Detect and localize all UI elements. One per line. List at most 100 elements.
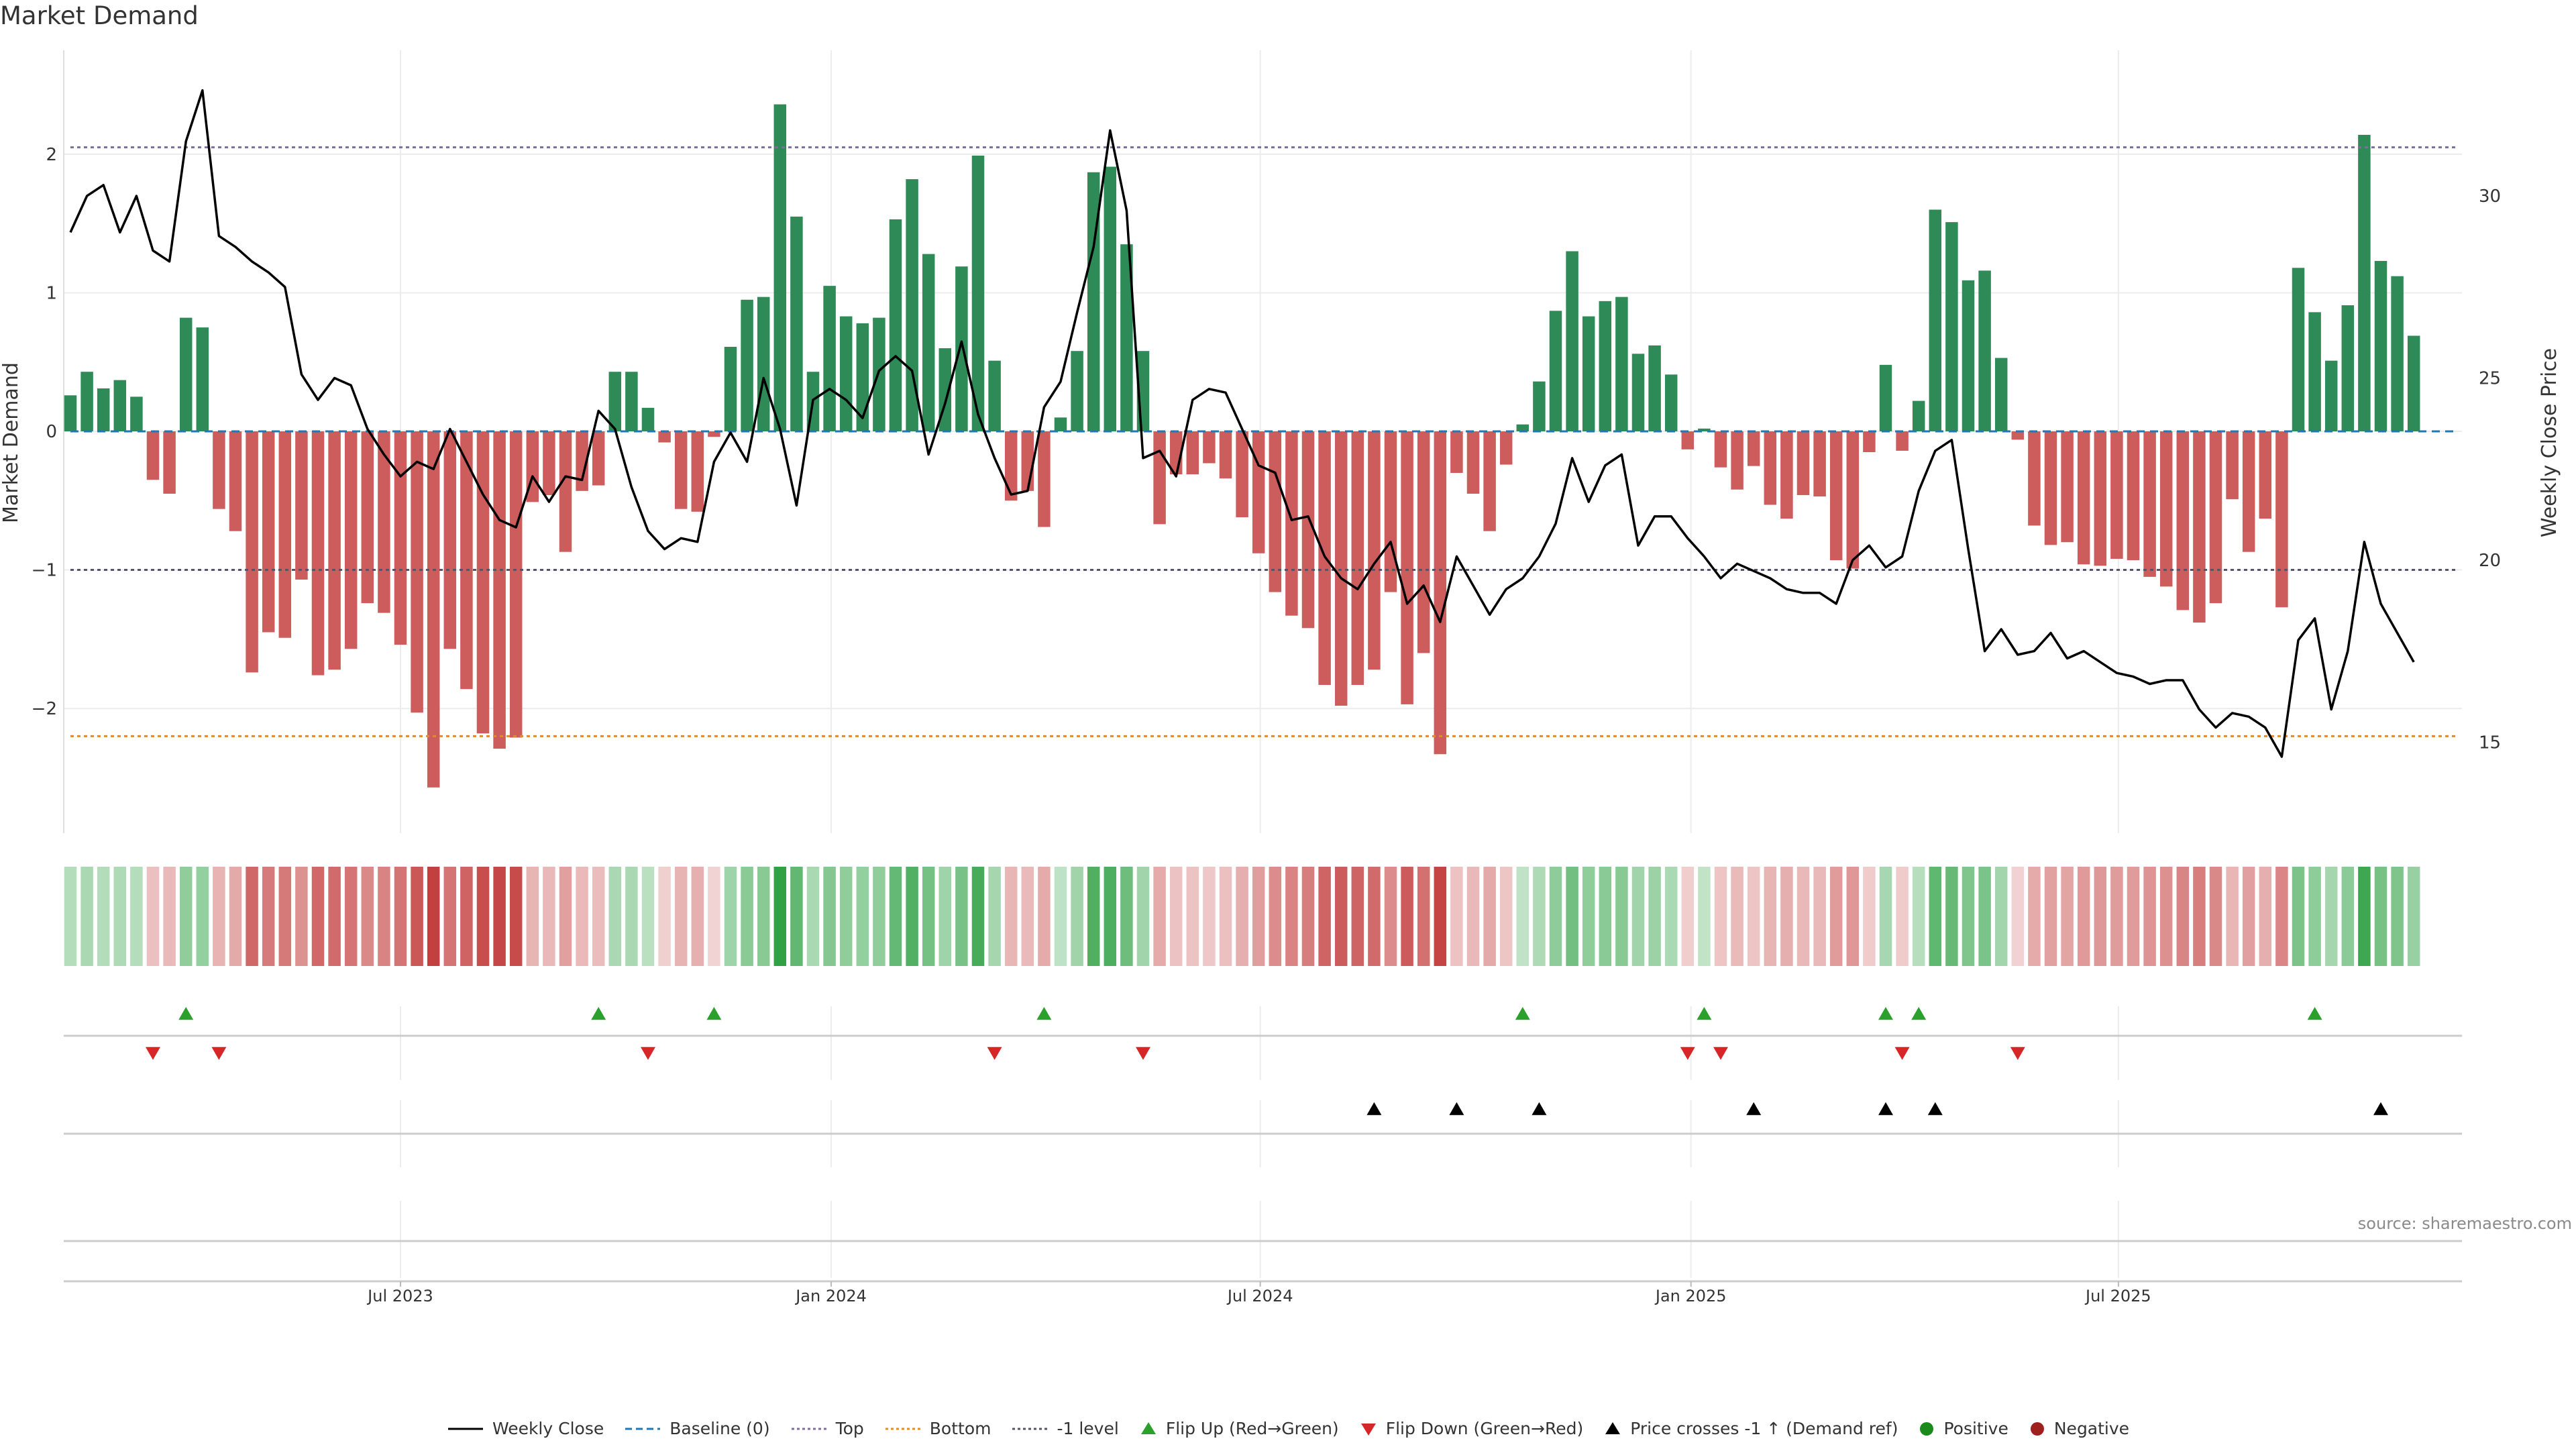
strip-cell: [873, 867, 885, 966]
strip-cell: [1829, 867, 1843, 966]
left-tick-label: −1: [32, 561, 57, 581]
strip-cell: [1599, 867, 1612, 966]
demand-bar: [1104, 166, 1117, 432]
strip-cell: [394, 867, 407, 966]
flip-down-marker: [1136, 1046, 1150, 1060]
demand-bar: [113, 380, 127, 432]
strip-cell: [2094, 867, 2107, 966]
demand-bar: [80, 372, 93, 432]
strip-cell: [1863, 867, 1876, 966]
legend-triangle-swatch: [1360, 1423, 1376, 1436]
strip-cell: [163, 867, 176, 966]
strip-cell: [2011, 867, 2025, 966]
strip-cell: [1780, 867, 1793, 966]
legend-item: Negative: [2029, 1419, 2129, 1438]
strip-cell: [64, 867, 77, 966]
demand-bar: [1153, 431, 1166, 525]
demand-bar: [2061, 431, 2074, 543]
demand-bar: [1896, 431, 1909, 451]
demand-bar: [262, 431, 275, 633]
strip-cell: [938, 867, 952, 966]
price-cross-marker: [1449, 1102, 1464, 1116]
strip-cell: [2308, 867, 2321, 966]
demand-bar: [2226, 431, 2239, 500]
demand-bar: [2341, 305, 2355, 432]
strip-cell: [1796, 867, 1810, 966]
strip-cell: [608, 867, 622, 966]
strip-cell: [1747, 867, 1760, 966]
strip-cell: [130, 867, 143, 966]
strip-cell: [378, 867, 390, 966]
strip-cell: [1021, 867, 1034, 966]
demand-bar: [2159, 431, 2173, 587]
demand-bar: [592, 431, 605, 486]
strip-cell: [2193, 867, 2206, 966]
strip-cell: [2159, 867, 2173, 966]
strip-cell: [1516, 867, 1529, 966]
demand-bar: [394, 431, 407, 645]
demand-bar: [2143, 431, 2156, 577]
strip-cell: [1648, 867, 1661, 966]
strip-cell: [806, 867, 820, 966]
legend-item: Price crosses -1 ↑ (Demand ref): [1603, 1419, 1898, 1438]
strip-cell: [906, 867, 918, 966]
strip-cell: [1450, 867, 1463, 966]
right-axis-title: Weekly Close Price: [2538, 348, 2561, 537]
right-tick-label: 30: [2479, 186, 2501, 207]
demand-bar: [922, 254, 935, 432]
demand-bar: [576, 431, 588, 491]
x-tick-label: Jul 2023: [366, 1287, 433, 1305]
legend: Weekly Close Baseline (0) Top Bottom -1 leve…: [0, 1419, 2576, 1438]
demand-bar: [229, 431, 242, 531]
demand-bar: [1631, 354, 1645, 432]
legend-item: -1 level: [1011, 1419, 1119, 1438]
strip-cell: [262, 867, 275, 966]
demand-bar: [246, 431, 258, 673]
demand-bar: [476, 431, 490, 734]
strip-cell: [1912, 867, 1925, 966]
demand-bar: [427, 431, 440, 788]
demand-bar: [460, 431, 473, 690]
source-note: source: sharemaestro.com: [2357, 1214, 2572, 1233]
legend-triangle-swatch: [1605, 1421, 1621, 1434]
demand-bar: [344, 431, 358, 649]
strip-cell: [757, 867, 770, 966]
demand-heat-strip: [64, 867, 2420, 966]
strip-cell: [641, 867, 655, 966]
demand-bar: [2176, 431, 2190, 610]
strip-cell: [2324, 867, 2338, 966]
legend-triangle-swatch: [1140, 1421, 1156, 1434]
legend-swatch: [791, 1428, 826, 1430]
demand-bar: [2209, 431, 2222, 604]
demand-bar: [1203, 431, 1216, 464]
strip-cell: [658, 867, 671, 966]
strip-cell: [1664, 867, 1678, 966]
strip-cell: [1219, 867, 1232, 966]
strip-cell: [246, 867, 258, 966]
strip-cell: [1549, 867, 1562, 966]
strip-cell: [1368, 867, 1381, 966]
strip-cell: [278, 867, 292, 966]
demand-bar: [179, 317, 193, 432]
price-cross-marker: [1927, 1102, 1943, 1116]
left-tick-label: 2: [46, 145, 57, 165]
strip-cell: [2391, 867, 2404, 966]
strip-cell: [213, 867, 225, 966]
demand-bar: [1038, 431, 1051, 527]
strip-cell: [1318, 867, 1331, 966]
legend-label: Weekly Close: [492, 1419, 604, 1438]
demand-bar: [2077, 431, 2090, 565]
strip-cell: [1434, 867, 1447, 966]
strip-cell: [1203, 867, 1216, 966]
flip-down-marker: [987, 1046, 1002, 1060]
legend-label: -1 level: [1057, 1419, 1119, 1438]
legend-item: Weekly Close: [447, 1419, 604, 1438]
strip-cell: [1846, 867, 1860, 966]
demand-bar: [1269, 431, 1282, 592]
strip-cell: [1582, 867, 1595, 966]
demand-bar: [823, 286, 836, 432]
strip-cell: [179, 867, 193, 966]
price-line: [69, 89, 2415, 758]
right-tick-label: 15: [2479, 733, 2501, 753]
demand-bar: [1334, 431, 1348, 706]
